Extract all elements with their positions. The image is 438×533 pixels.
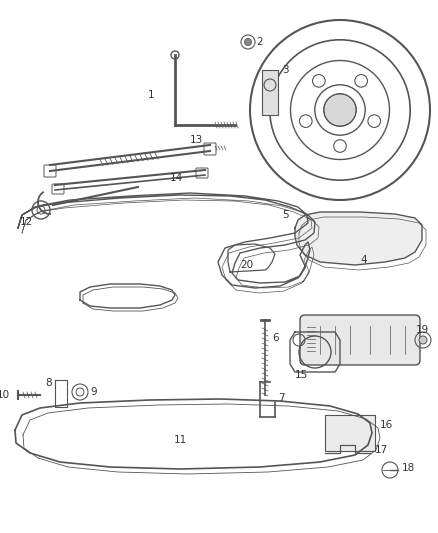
- Text: 12: 12: [20, 217, 33, 227]
- Text: 4: 4: [360, 255, 367, 265]
- Text: 2: 2: [256, 37, 263, 47]
- FancyBboxPatch shape: [300, 315, 420, 365]
- Text: 14: 14: [170, 173, 183, 183]
- Text: 9: 9: [90, 387, 97, 397]
- Text: 11: 11: [173, 435, 187, 445]
- Text: 17: 17: [375, 445, 388, 455]
- Text: 8: 8: [46, 378, 52, 388]
- Circle shape: [324, 94, 356, 126]
- Text: 20: 20: [240, 260, 253, 270]
- Text: 5: 5: [282, 210, 289, 220]
- Polygon shape: [262, 70, 278, 115]
- Text: 13: 13: [190, 135, 203, 145]
- Text: 1: 1: [148, 90, 155, 100]
- Text: 15: 15: [295, 370, 308, 380]
- Polygon shape: [295, 212, 422, 265]
- Text: 18: 18: [402, 463, 415, 473]
- Text: 16: 16: [380, 420, 393, 430]
- Text: 7: 7: [278, 393, 285, 403]
- Text: 10: 10: [0, 390, 10, 400]
- Text: 19: 19: [416, 325, 429, 335]
- Text: 6: 6: [272, 333, 279, 343]
- FancyBboxPatch shape: [325, 415, 375, 451]
- Circle shape: [419, 336, 427, 344]
- Text: 3: 3: [282, 65, 289, 75]
- Circle shape: [244, 38, 251, 45]
